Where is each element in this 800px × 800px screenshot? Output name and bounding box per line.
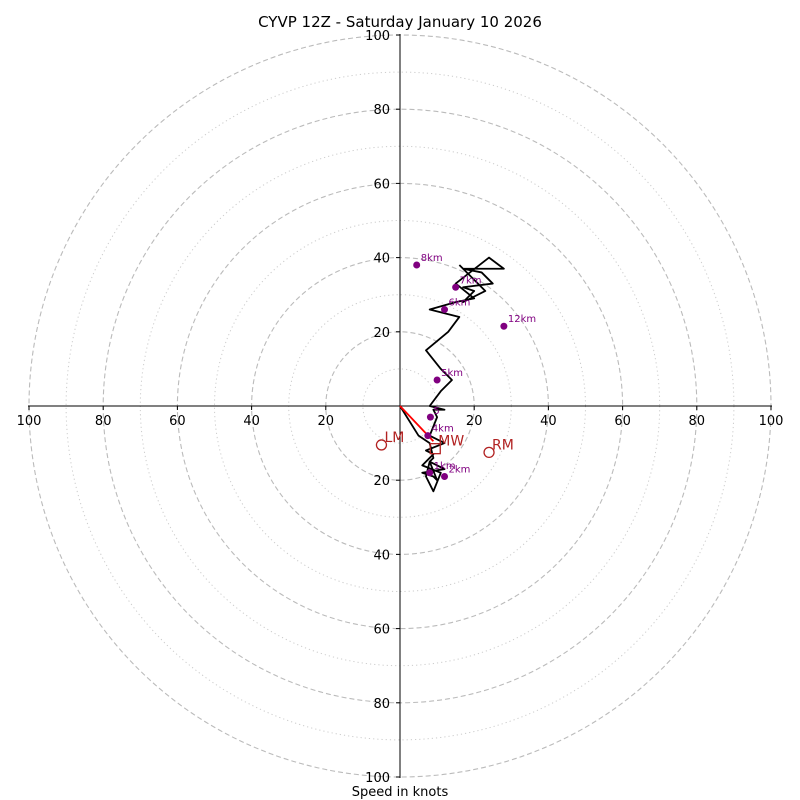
x-axis-label: Speed in knots <box>352 785 449 800</box>
km-marker-dot <box>452 283 460 291</box>
chart-title: CYVP 12Z - Saturday January 10 2026 <box>258 13 542 31</box>
km-marker-dot <box>433 376 441 384</box>
y-tick-label: 40 <box>373 548 390 563</box>
km-marker-label: 12km <box>508 314 536 325</box>
km-marker-dot <box>500 322 508 330</box>
km-marker-dot <box>426 469 434 477</box>
km-marker-label: 8km <box>421 253 443 264</box>
storm-motion-marker <box>375 439 388 451</box>
km-marker-dot <box>426 413 434 421</box>
storm-motion-label: LM <box>384 430 404 446</box>
y-tick-label: 100 <box>365 771 390 786</box>
storm-motion-label: MW <box>438 434 464 450</box>
x-tick-label: 100 <box>759 414 784 429</box>
y-tick-label: 80 <box>373 697 390 712</box>
km-marker-dot <box>413 261 421 269</box>
km-marker-label: 7km <box>460 275 482 286</box>
storm-motion-markers: LM MW RM <box>375 430 514 459</box>
x-tick-label: 80 <box>95 414 112 429</box>
km-marker-label: 5km <box>441 368 463 379</box>
storm-motion-marker <box>483 446 495 459</box>
x-tick-label: 20 <box>466 414 483 429</box>
x-tick-label: 60 <box>169 414 186 429</box>
x-tick-label: 60 <box>614 414 631 429</box>
wind-trace <box>399 256 505 493</box>
y-tick-label: 60 <box>373 177 390 192</box>
x-tick-label: 40 <box>243 414 260 429</box>
km-marker-label: 1km <box>434 461 456 472</box>
x-tick-label: 40 <box>540 414 557 429</box>
km-marker-label: 6km <box>449 298 471 309</box>
y-tick-label: 20 <box>373 326 390 341</box>
x-tick-labels: 100 80 60 40 20 20 40 60 80 100 <box>17 406 784 429</box>
wind-trace-line <box>399 256 505 493</box>
storm-motion-label: RM <box>492 437 514 453</box>
y-tick-labels: 100 80 60 40 20 20 40 60 80 100 <box>365 29 400 786</box>
km-marker-label: 2km <box>449 464 471 475</box>
km-marker-dot <box>441 472 449 480</box>
x-tick-label: 20 <box>318 414 335 429</box>
y-tick-label: 40 <box>373 252 390 267</box>
km-marker-dot <box>441 306 449 314</box>
km-marker-dot <box>424 432 432 440</box>
km-marker-label: 4km <box>432 424 454 435</box>
km-marker-label: 5 <box>433 406 439 417</box>
y-tick-label: 60 <box>373 623 390 638</box>
y-tick-label: 20 <box>373 474 390 489</box>
x-tick-label: 100 <box>17 414 42 429</box>
y-tick-label: 100 <box>365 29 390 44</box>
storm-motion-marker <box>429 443 441 455</box>
y-tick-label: 80 <box>373 103 390 118</box>
x-tick-label: 80 <box>689 414 706 429</box>
